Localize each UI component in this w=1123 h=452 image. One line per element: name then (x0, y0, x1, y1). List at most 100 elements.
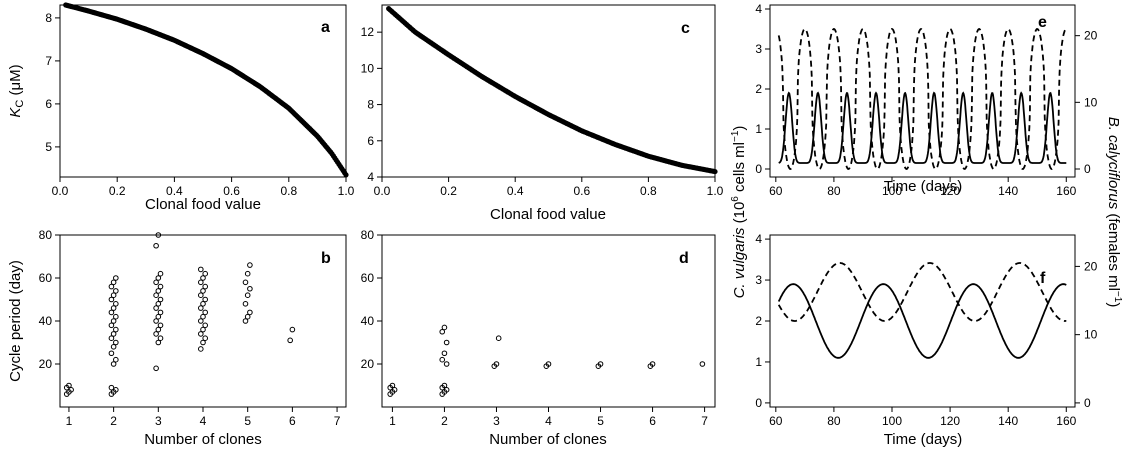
panel-c-point (712, 168, 718, 175)
panel-a-xlabel: Clonal food value (145, 196, 261, 213)
panel-d: 1 2 3 4 5 6 7 20 40 60 80 Number of clones d (361, 228, 716, 448)
panel-d-point (493, 361, 500, 367)
panel-d-point (441, 324, 448, 331)
right-ylabel-unit: (females ml (1105, 209, 1122, 291)
panel-b-point (108, 309, 115, 316)
panel-d-xtick-label: 6 (649, 414, 656, 428)
panel-b-point (108, 322, 115, 329)
panel-b-point (155, 288, 162, 294)
panel-b-point (247, 309, 253, 316)
panel-b-point (157, 322, 164, 329)
panel-b-point (113, 275, 119, 281)
panel-c-xtick-label: 0.8 (640, 184, 657, 198)
panel-e: 60 80 100 120 140 160 0 1 2 3 4 0 10 20 Time (days) e (755, 2, 1097, 198)
panel-e-series-solid (778, 91, 1067, 164)
panel-b-point (68, 387, 74, 393)
panel-b-point (198, 318, 204, 324)
panel-a-point (343, 172, 349, 178)
panel-b-point (287, 337, 293, 344)
panel-d-ticks: 1 2 3 4 5 6 7 20 40 60 80 (361, 228, 709, 428)
panel-a-ytick-label: 6 (45, 97, 52, 111)
panel-b-xtick-label: 2 (110, 414, 117, 428)
panel-f-marks (777, 262, 1067, 359)
panel-a-xtick-label: 0.8 (280, 184, 297, 198)
panel-b-point (66, 382, 72, 389)
panel-c-ticks: 0.0 0.2 0.4 0.6 0.8 1.0 4 6 8 10 12 (361, 25, 724, 198)
panel-b-point (113, 313, 119, 320)
panel-d-point (443, 339, 450, 346)
panel-f-ytick-label: 2 (755, 314, 762, 328)
panel-b-point (155, 301, 162, 307)
panel-b-point (108, 335, 115, 342)
panel-b-point (242, 318, 249, 324)
panel-b-point (244, 292, 251, 299)
panel-b-xtick-label: 4 (200, 414, 207, 428)
panel-b-point (198, 279, 204, 286)
panel-b-point (153, 318, 159, 324)
panel-b-point (200, 313, 206, 320)
panel-a-ytick-label: 7 (45, 54, 52, 68)
panel-b-point (155, 275, 162, 281)
panel-d-point (441, 382, 448, 389)
panel-d-point (391, 387, 398, 393)
panel-b-point (153, 331, 159, 337)
panel-d-point (443, 361, 450, 367)
panel-b-point (157, 296, 164, 303)
panel-c-xlabel: Clonal food value (490, 206, 606, 223)
panel-b-point (242, 301, 249, 307)
panel-b-point (202, 296, 208, 303)
panel-b-point (113, 387, 119, 393)
panel-c-ytick-label: 6 (367, 134, 374, 148)
panel-b-point (200, 288, 206, 294)
panel-d-point (389, 382, 396, 389)
panel-f-ytick-label-right: 0 (1084, 396, 1091, 410)
panel-e-xtick-label: 80 (827, 184, 841, 198)
panel-c-ytick-label: 8 (367, 98, 374, 112)
right-ylabel-close: ) (1105, 302, 1122, 307)
panel-e-ytick-label-right: 10 (1084, 95, 1098, 109)
panel-d-xtick-label: 2 (441, 414, 448, 428)
panel-c-frame (381, 4, 716, 178)
panel-b-point (200, 275, 206, 281)
panel-d-point (443, 387, 450, 393)
right-ylabel-species: B. calyciflorus (1105, 117, 1122, 210)
panel-f-series-solid (777, 283, 1067, 359)
panel-a-marks (63, 2, 349, 178)
panel-b-point (247, 285, 253, 292)
panel-a-xtick-label: 0.6 (223, 184, 240, 198)
shared-right-ylabel: B. calyciflorus (females ml−1) (1105, 117, 1123, 308)
panel-b-point (157, 335, 164, 342)
panel-a-ylabel-main: K (7, 107, 24, 118)
panel-f-letter: f (1040, 270, 1046, 287)
panel-b-xtick-label: 5 (244, 414, 251, 428)
panel-b-point (242, 279, 249, 286)
panel-b-point (247, 262, 253, 268)
panel-c-letter: c (681, 20, 690, 37)
panel-b-point (153, 305, 159, 311)
panel-b-point (108, 350, 115, 357)
panel-a: 0.0 0.2 0.4 0.6 0.8 1.0 5 6 7 8 Clonal food value… (7, 2, 355, 213)
panel-b-point (244, 270, 251, 277)
panel-c: 0.0 0.2 0.4 0.6 0.8 1.0 4 6 8 10 12 Clonal food va… (361, 4, 724, 223)
panel-d-xtick-label: 1 (389, 414, 396, 428)
panel-b-point (153, 292, 159, 299)
panel-d-point (699, 361, 706, 367)
panel-d-marks (387, 324, 706, 397)
panel-f-series-dashed (777, 262, 1067, 322)
panel-d-xlabel: Number of clones (489, 431, 607, 448)
panel-b-point (110, 361, 117, 367)
panel-a-ytick-label: 5 (45, 140, 52, 154)
panel-f-xtick-label: 140 (998, 414, 1018, 428)
panel-b-point (202, 283, 208, 290)
panel-c-marks (386, 6, 718, 175)
panel-b-ytick-label: 80 (39, 228, 53, 242)
right-ylabel-unit-exp: −1 (1112, 291, 1123, 303)
panel-a-letter: a (321, 19, 330, 36)
panel-e-ytick-label: 1 (755, 122, 762, 136)
panel-d-xtick-label: 4 (545, 414, 552, 428)
panel-f-ytick-label-right: 20 (1084, 259, 1098, 273)
panel-e-ytick-label: 0 (755, 162, 762, 176)
panel-d-ytick-label: 60 (361, 271, 375, 285)
panel-e-xtick-label: 160 (1056, 184, 1076, 198)
panel-e-marks (777, 28, 1067, 170)
